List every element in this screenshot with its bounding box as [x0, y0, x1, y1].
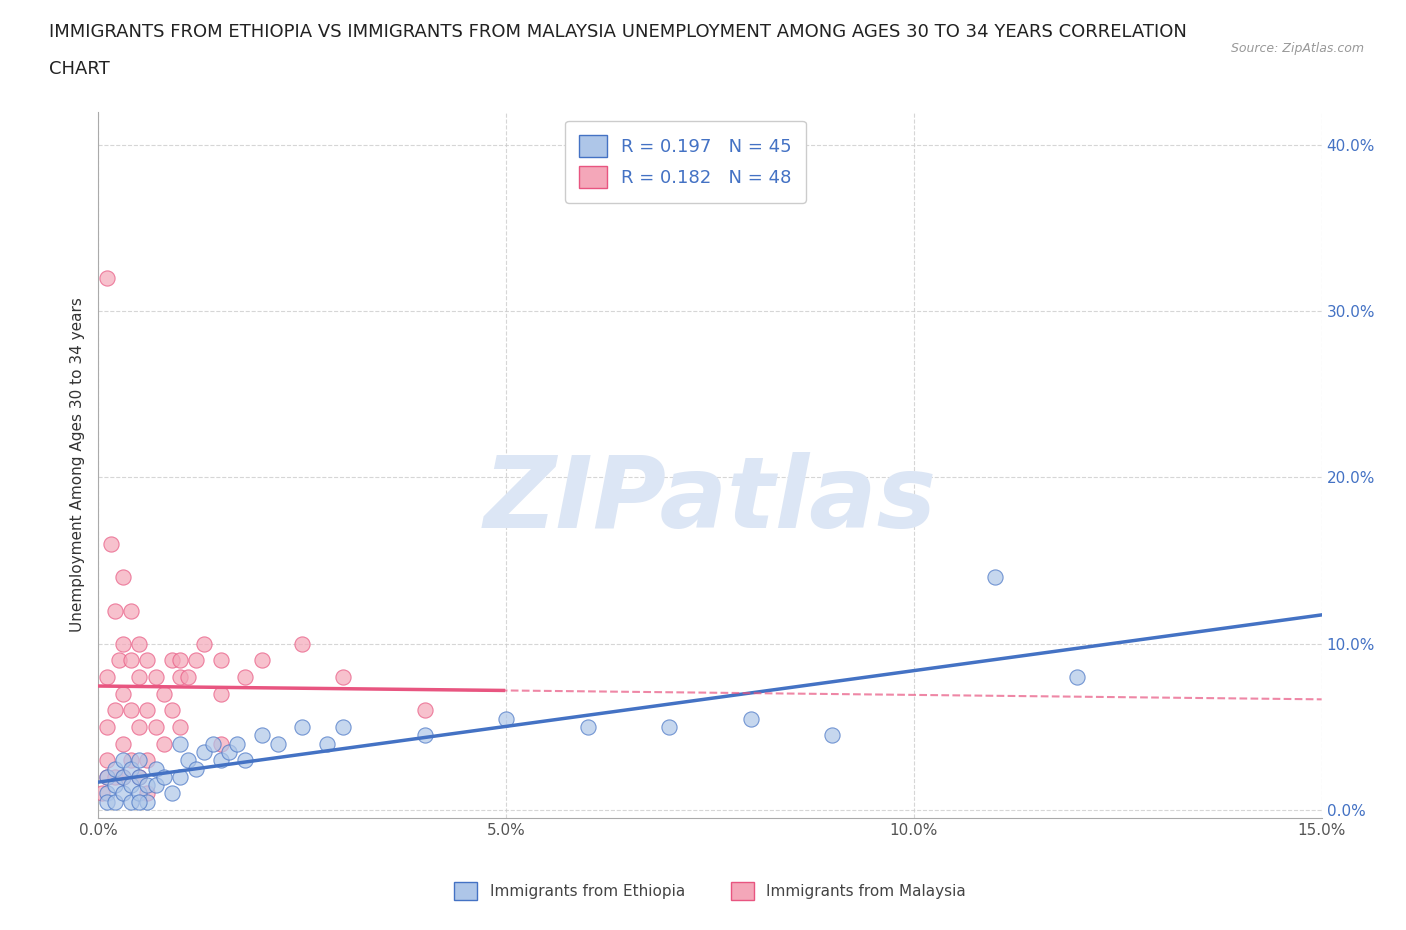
Point	[128, 794, 150, 809]
Point	[128, 720, 150, 735]
Point	[111, 570, 134, 585]
Point	[120, 603, 142, 618]
Point	[104, 703, 127, 718]
Y-axis label: Unemployment Among Ages 30 to 34 years: Unemployment Among Ages 30 to 34 years	[69, 298, 84, 632]
Point	[169, 737, 191, 751]
Point	[209, 752, 232, 767]
Point	[186, 653, 208, 668]
Point	[291, 720, 314, 735]
Point	[193, 744, 215, 759]
Point	[658, 720, 681, 735]
Point	[136, 752, 159, 767]
Point	[136, 794, 159, 809]
Point	[108, 653, 131, 668]
Point	[250, 653, 273, 668]
Point	[96, 271, 118, 286]
Point	[267, 737, 290, 751]
Point	[177, 670, 200, 684]
Point	[145, 777, 167, 792]
Point	[145, 720, 167, 735]
Point	[160, 703, 183, 718]
Point	[136, 653, 159, 668]
Point	[413, 728, 436, 743]
Point	[152, 737, 174, 751]
Point	[177, 752, 200, 767]
Point	[332, 720, 354, 735]
Point	[209, 686, 232, 701]
Point	[209, 653, 232, 668]
Point	[128, 769, 150, 784]
Point	[821, 728, 844, 743]
Point	[169, 769, 191, 784]
Point	[495, 711, 517, 726]
Point	[576, 720, 599, 735]
Point	[201, 737, 224, 751]
Point	[104, 761, 127, 776]
Point	[128, 670, 150, 684]
Point	[160, 653, 183, 668]
Point	[128, 769, 150, 784]
Point	[120, 653, 142, 668]
Point	[128, 636, 150, 651]
Text: Source: ZipAtlas.com: Source: ZipAtlas.com	[1230, 42, 1364, 55]
Point	[152, 769, 174, 784]
Point	[186, 761, 208, 776]
Point	[96, 786, 118, 801]
Point	[128, 752, 150, 767]
Point	[740, 711, 762, 726]
Point	[136, 786, 159, 801]
Point	[96, 720, 118, 735]
Point	[96, 769, 118, 784]
Point	[111, 737, 134, 751]
Point	[96, 769, 118, 784]
Point	[145, 761, 167, 776]
Point	[111, 786, 134, 801]
Text: IMMIGRANTS FROM ETHIOPIA VS IMMIGRANTS FROM MALAYSIA UNEMPLOYMENT AMONG AGES 30 : IMMIGRANTS FROM ETHIOPIA VS IMMIGRANTS F…	[49, 23, 1187, 41]
Point	[160, 786, 183, 801]
Point	[413, 703, 436, 718]
Point	[111, 686, 134, 701]
Legend: Immigrants from Ethiopia, Immigrants from Malaysia: Immigrants from Ethiopia, Immigrants fro…	[449, 875, 972, 907]
Point	[111, 769, 134, 784]
Point	[111, 769, 134, 784]
Point	[1066, 670, 1088, 684]
Text: CHART: CHART	[49, 60, 110, 78]
Point	[233, 670, 256, 684]
Point	[96, 794, 118, 809]
Point	[91, 786, 114, 801]
Point	[209, 737, 232, 751]
Point	[226, 737, 249, 751]
Point	[120, 794, 142, 809]
Point	[218, 744, 240, 759]
Point	[104, 794, 127, 809]
Point	[136, 777, 159, 792]
Point	[111, 636, 134, 651]
Point	[152, 686, 174, 701]
Point	[250, 728, 273, 743]
Point	[136, 703, 159, 718]
Point	[120, 761, 142, 776]
Point	[104, 603, 127, 618]
Point	[120, 703, 142, 718]
Point	[233, 752, 256, 767]
Point	[96, 752, 118, 767]
Point	[169, 670, 191, 684]
Point	[315, 737, 337, 751]
Point	[96, 670, 118, 684]
Point	[169, 653, 191, 668]
Point	[291, 636, 314, 651]
Point	[332, 670, 354, 684]
Point	[984, 570, 1007, 585]
Point	[128, 786, 150, 801]
Point	[104, 769, 127, 784]
Text: ZIPatlas: ZIPatlas	[484, 452, 936, 549]
Point	[193, 636, 215, 651]
Point	[111, 752, 134, 767]
Point	[145, 670, 167, 684]
Point	[120, 752, 142, 767]
Point	[100, 537, 122, 551]
Point	[169, 720, 191, 735]
Point	[104, 777, 127, 792]
Point	[120, 777, 142, 792]
